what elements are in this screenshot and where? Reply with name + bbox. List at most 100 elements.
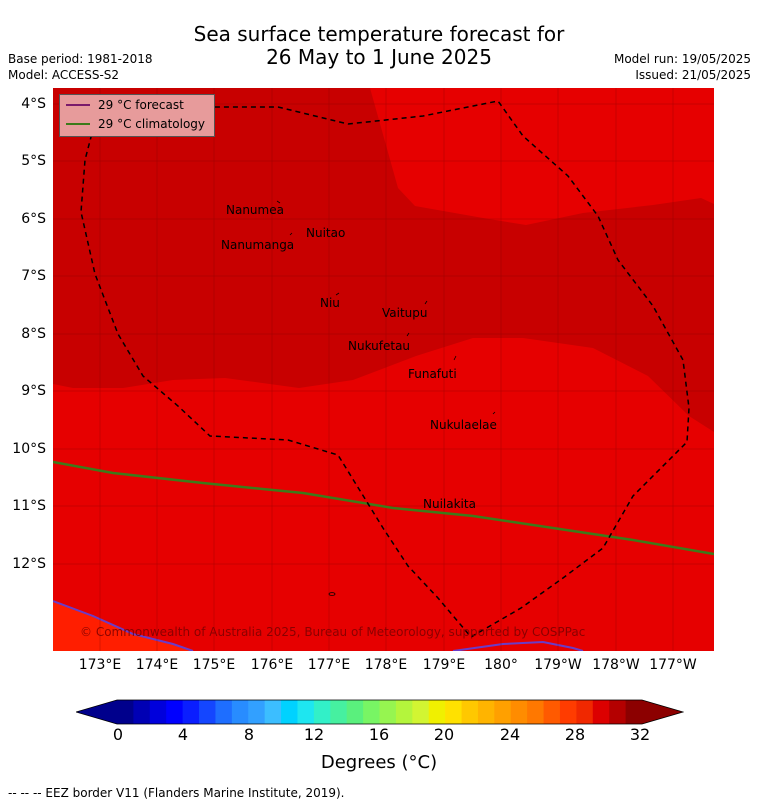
map-grid — [53, 88, 714, 651]
colorbar-segment — [231, 700, 249, 724]
chart-title-line-2: 26 May to 1 June 2025 — [266, 45, 492, 69]
latitude-label: 9°S — [21, 383, 46, 399]
copyright-notice: © Commonwealth of Australia 2025, Bureau… — [80, 625, 586, 639]
sst-map-svg — [53, 88, 714, 651]
colorbar-tick: 12 — [303, 725, 325, 744]
place-label: Vaitupu — [382, 306, 428, 320]
colorbar-segment — [559, 700, 577, 724]
legend-climatology-label: 29 °C climatology — [98, 117, 206, 131]
place-label: Nukufetau — [348, 339, 411, 353]
longitude-label: 173°E — [78, 657, 122, 673]
longitude-label: 174°E — [135, 657, 179, 673]
colorbar-segment — [182, 700, 200, 724]
colorbar-tick: 20 — [433, 725, 455, 744]
colorbar-tick: 16 — [368, 725, 390, 744]
chart-title-line-1: Sea surface temperature forecast for — [193, 22, 565, 46]
colorbar-segment — [428, 700, 446, 724]
colorbar-segment — [149, 700, 167, 724]
longitude-label: 179°E — [422, 657, 466, 673]
longitude-label: 180° — [484, 657, 518, 673]
sst-map — [53, 88, 714, 651]
colorbar-under-arrow — [76, 700, 117, 724]
colorbar-over-arrow — [642, 700, 683, 724]
latitude-label: 12°S — [12, 556, 46, 572]
colorbar-tick: 8 — [243, 725, 255, 744]
longitude-label: 177°E — [307, 657, 351, 673]
colorbar-segment — [330, 700, 348, 724]
latitude-label: 4°S — [21, 96, 46, 112]
temperature-colorbar — [76, 699, 684, 725]
colorbar-segment — [576, 700, 594, 724]
map-legend: 29 °C forecast 29 °C climatology — [59, 94, 215, 137]
colorbar-segment — [494, 700, 512, 724]
longitude-label: 176°E — [250, 657, 294, 673]
colorbar-segment — [199, 700, 216, 724]
colorbar-segment — [313, 700, 331, 724]
colorbar-tick: 4 — [177, 725, 189, 744]
latitude-label: 11°S — [12, 498, 46, 514]
colorbar-segment — [477, 700, 495, 724]
latitude-label: 7°S — [21, 268, 46, 284]
base-period-label: Base period: 1981-2018 — [8, 52, 153, 66]
colorbar-tick: 0 — [112, 725, 124, 744]
place-label: Niu — [320, 296, 340, 310]
issued-label: Issued: 21/05/2025 — [635, 68, 751, 82]
colorbar-label: Degrees (°C) — [320, 752, 438, 773]
colorbar-tick: 28 — [564, 725, 586, 744]
sst-band-31 — [53, 88, 714, 432]
legend-forecast-swatch — [66, 104, 90, 106]
colorbar-segment — [543, 700, 561, 724]
colorbar-segment — [592, 700, 610, 724]
colorbar-segment — [133, 700, 151, 724]
colorbar-segment — [445, 700, 463, 724]
colorbar-segment — [346, 700, 364, 724]
legend-forecast-label: 29 °C forecast — [98, 98, 184, 112]
colorbar-segment — [625, 700, 643, 724]
place-label: Nanumea — [226, 203, 284, 217]
colorbar-segment — [412, 700, 430, 724]
place-label: Nuilakita — [423, 497, 476, 511]
colorbar-segment — [281, 700, 298, 724]
colorbar-segment — [264, 700, 282, 724]
longitude-label: 175°E — [192, 657, 236, 673]
colorbar-segment — [215, 700, 233, 724]
sst-band-cooler — [53, 601, 193, 651]
colorbar-segment — [297, 700, 315, 724]
place-label: Nukulaelae — [430, 418, 497, 432]
climatology-29c-line — [53, 460, 714, 556]
eez-border-footnote: -- -- -- EEZ border V11 (Flanders Marine… — [8, 786, 345, 800]
island-marks — [276, 200, 496, 596]
legend-climatology-entry: 29 °C climatology — [66, 117, 205, 131]
longitude-label: 179°W — [534, 657, 582, 673]
model-run-label: Model run: 19/05/2025 — [613, 52, 751, 66]
colorbar-tick: 24 — [499, 725, 521, 744]
longitude-label: 178°W — [592, 657, 640, 673]
legend-forecast-entry: 29 °C forecast — [66, 98, 184, 112]
colorbar-segment — [510, 700, 528, 724]
colorbar-segment — [248, 700, 266, 724]
longitude-label: 178°E — [364, 657, 408, 673]
sst-contour-cool-south — [452, 640, 584, 651]
place-label: Nuitao — [306, 226, 346, 240]
longitude-label: 177°W — [649, 657, 697, 673]
latitude-label: 8°S — [21, 326, 46, 342]
colorbar-segment — [609, 700, 627, 724]
colorbar-segment — [166, 700, 184, 724]
place-label: Nanumanga — [221, 238, 295, 252]
model-label: Model: ACCESS-S2 — [8, 68, 120, 82]
colorbar-segment — [363, 700, 380, 724]
colorbar-segment — [395, 700, 413, 724]
eez-border — [80, 100, 690, 638]
colorbar-segment — [379, 700, 397, 724]
legend-climatology-swatch — [66, 123, 90, 125]
sst-contour-cool — [53, 600, 194, 651]
colorbar-outline — [76, 699, 684, 725]
colorbar-segment — [117, 700, 134, 724]
colorbar-segment — [527, 700, 545, 724]
colorbar-tick: 32 — [629, 725, 651, 744]
latitude-label: 10°S — [12, 441, 46, 457]
place-label: Funafuti — [408, 367, 457, 381]
latitude-label: 6°S — [21, 211, 46, 227]
latitude-label: 5°S — [21, 153, 46, 169]
colorbar-segment — [461, 700, 479, 724]
